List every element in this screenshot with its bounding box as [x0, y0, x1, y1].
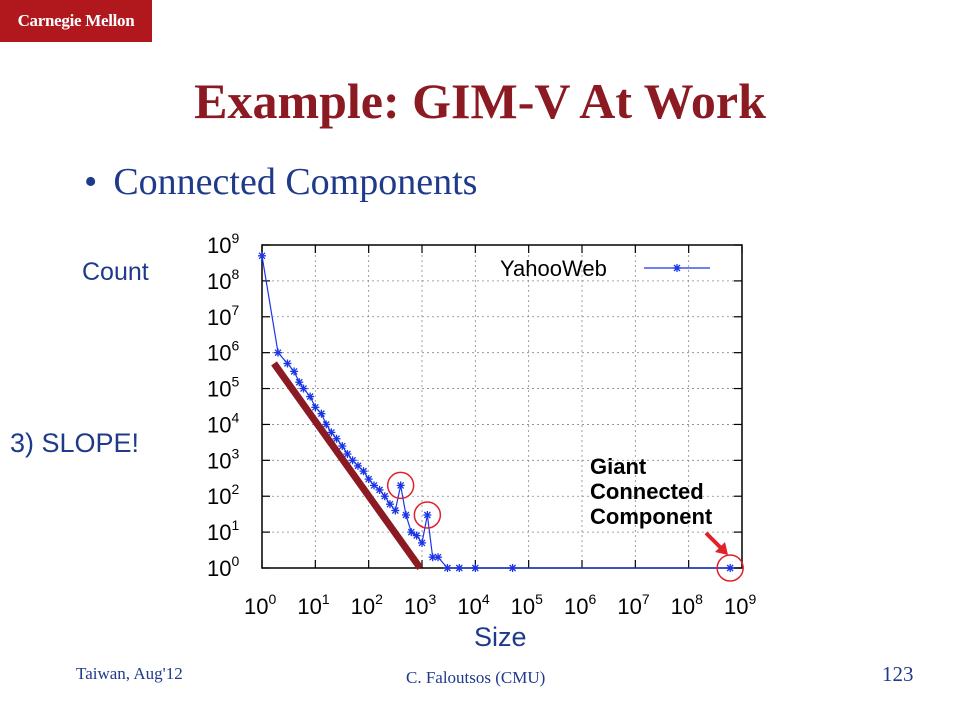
data-point: [401, 510, 410, 519]
x-tick-label: 107: [617, 591, 649, 619]
bullet-dot: •: [84, 161, 98, 203]
data-point: [258, 251, 266, 260]
cmu-logo: Carnegie Mellon: [0, 0, 152, 42]
highlight-circle: [413, 501, 442, 529]
data-point: [317, 409, 326, 418]
data-point: [299, 384, 308, 393]
data-point: [295, 378, 304, 387]
page-number: 123: [882, 662, 914, 686]
bullet-item: • Connected Components: [84, 160, 477, 204]
data-point: [343, 450, 352, 459]
data-point: [322, 420, 331, 429]
data-point: [471, 564, 480, 572]
data-point: [353, 461, 362, 470]
y-tick-label: 103: [207, 445, 239, 473]
data-point: [726, 564, 735, 572]
slope-line: [271, 361, 424, 571]
slope-annotation: 3) SLOPE!: [10, 428, 140, 458]
y-tick-label: 100: [207, 553, 239, 581]
x-tick-label: 102: [351, 591, 383, 619]
legend-marker: [673, 264, 681, 272]
data-point: [396, 481, 405, 490]
data-point: [443, 564, 452, 572]
slide-title: Example: GIM-V At Work: [194, 73, 766, 129]
data-point: [283, 359, 292, 368]
y-axis-annotation: Count: [82, 258, 149, 286]
x-tick-label: 105: [511, 591, 543, 619]
data-point: [359, 467, 368, 476]
data-point: [290, 367, 299, 376]
bullet-text: Connected Components: [113, 161, 478, 203]
y-tick-label: 105: [207, 374, 239, 402]
giant-component-annotation: Giant Connected Component: [590, 454, 712, 529]
x-tick-label: 104: [457, 591, 489, 619]
y-tick-label: 102: [207, 481, 239, 509]
data-point: [274, 348, 283, 357]
data-point: [306, 392, 315, 401]
footer-event: Taiwan, Aug'12: [76, 664, 183, 683]
data-point: [338, 442, 347, 451]
highlight-circle: [386, 471, 415, 500]
y-tick-label: 106: [207, 338, 239, 366]
data-point: [375, 485, 384, 494]
y-tick-label: 107: [207, 302, 239, 330]
data-point: [348, 456, 357, 465]
data-point: [370, 481, 379, 490]
data-point: [455, 564, 464, 572]
data-point: [391, 506, 400, 515]
x-tick-label: 103: [404, 591, 436, 619]
data-point: [407, 528, 416, 537]
data-point: [327, 428, 336, 437]
x-tick-label: 106: [564, 591, 596, 619]
x-axis-annotation: Size: [474, 622, 527, 652]
y-tick-label: 101: [207, 517, 239, 545]
footer-author: C. Faloutsos (CMU): [406, 668, 546, 687]
legend-label: YahooWeb: [500, 256, 607, 281]
giant-line-2: Connected: [590, 479, 704, 504]
data-point: [423, 510, 432, 519]
x-tick-label: 108: [671, 591, 703, 619]
giant-arrow-head: [715, 542, 728, 555]
data-point: [311, 403, 320, 412]
x-tick-label: 101: [297, 591, 329, 619]
data-point: [385, 500, 394, 509]
data-point: [508, 564, 517, 572]
data-point: [380, 492, 389, 501]
data-point: [434, 553, 443, 562]
data-point: [418, 538, 426, 547]
giant-line-1: Giant: [590, 454, 647, 479]
data-point: [364, 475, 373, 484]
y-tick-label: 109: [207, 230, 239, 258]
giant-line-3: Component: [590, 504, 713, 529]
highlight-circle: [716, 554, 744, 582]
data-point: [332, 434, 341, 443]
x-tick-label: 100: [244, 591, 276, 619]
y-tick-label: 108: [207, 266, 239, 294]
x-tick-label: 109: [724, 591, 756, 619]
y-tick-label: 104: [207, 409, 239, 437]
data-point: [412, 531, 421, 540]
